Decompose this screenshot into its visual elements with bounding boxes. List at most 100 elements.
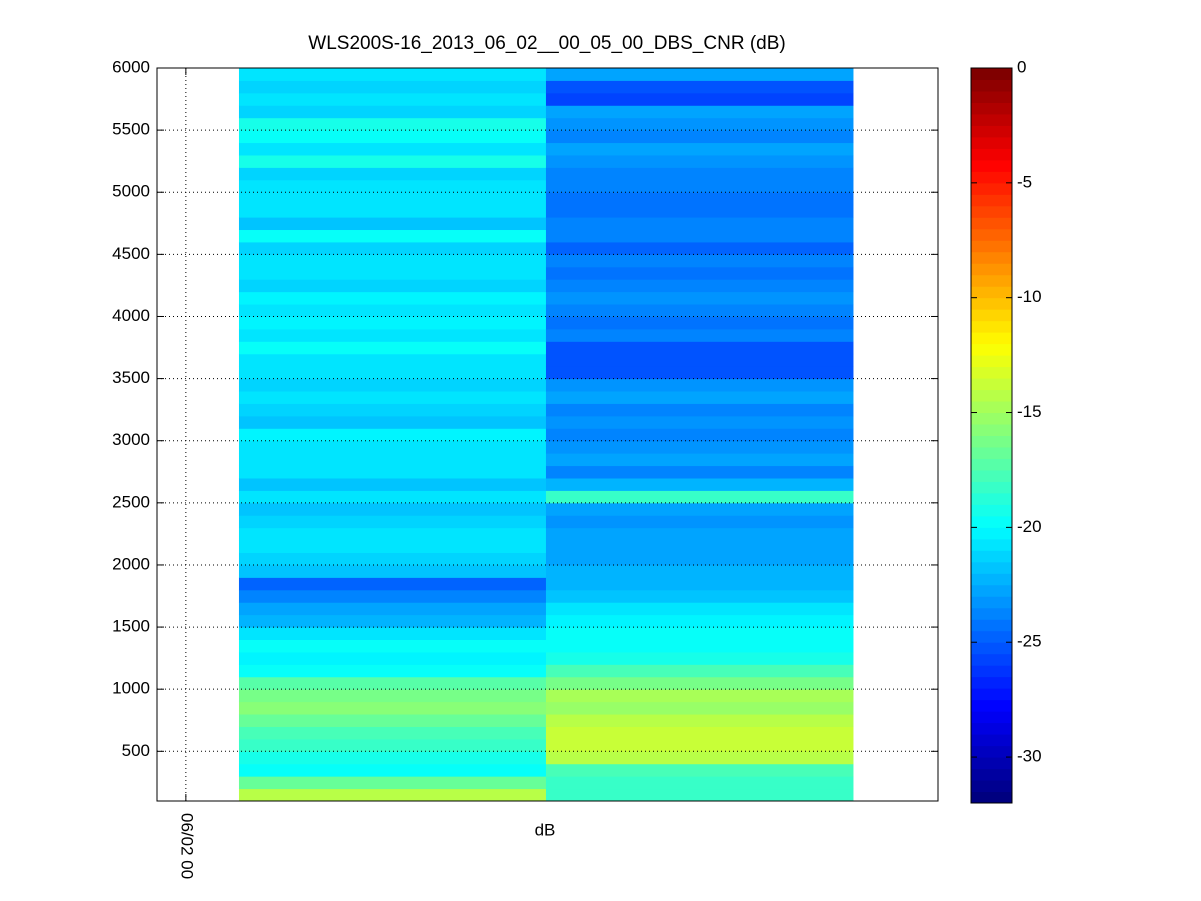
chart-title: WLS200S-16_2013_06_02__00_05_00_DBS_CNR … [308, 33, 785, 54]
heat-cell [545, 341, 854, 355]
colorbar-swatch [971, 619, 1012, 632]
x-axis-label: dB [535, 820, 556, 839]
heat-cell [545, 328, 854, 342]
y-tick-label: 3500 [112, 368, 150, 387]
y-tick-label: 4000 [112, 306, 150, 325]
heat-cell [545, 515, 854, 529]
heat-cell [545, 639, 854, 653]
heat-cell [238, 279, 547, 293]
heat-cell [545, 316, 854, 330]
colorbar-swatch [971, 125, 1012, 138]
heat-cell [545, 589, 854, 603]
colorbar-swatch [971, 469, 1012, 482]
heat-cell [545, 776, 854, 790]
colorbar-swatch [971, 263, 1012, 276]
colorbar-swatch [971, 228, 1012, 241]
colorbar-swatch [971, 401, 1012, 414]
heat-cell [545, 564, 854, 578]
y-tick-label: 3000 [112, 430, 150, 449]
colorbar-swatch [971, 699, 1012, 712]
heat-cell [238, 80, 547, 94]
colorbar-swatch [971, 561, 1012, 574]
y-tick-label: 5000 [112, 182, 150, 201]
heat-cell [238, 217, 547, 231]
heat-cell [238, 490, 547, 504]
heat-cell [238, 527, 547, 541]
colorbar-swatch [971, 332, 1012, 345]
heat-cell [238, 676, 547, 690]
heat-cell [545, 80, 854, 94]
colorbar-swatch [971, 458, 1012, 471]
heat-cell [238, 726, 547, 740]
colorbar-swatch [971, 136, 1012, 149]
heat-cell [238, 68, 547, 81]
heat-cell [238, 391, 547, 404]
colorbar-swatch [971, 607, 1012, 620]
heat-cell [238, 788, 547, 802]
heat-cell [545, 291, 854, 305]
heat-cell [545, 117, 854, 131]
heat-cell [238, 192, 547, 206]
colorbar-swatch [971, 378, 1012, 391]
heat-cell [238, 751, 547, 765]
heat-cell [545, 204, 854, 218]
heat-cell [238, 229, 547, 243]
plot-frame [156, 67, 939, 802]
heat-cell [238, 477, 547, 491]
heat-cell [238, 266, 547, 280]
heat-cell [545, 279, 854, 293]
heat-cell [545, 552, 854, 566]
heat-cell [545, 751, 854, 765]
colorbar-swatch [971, 573, 1012, 586]
colorbar-swatch [971, 251, 1012, 264]
colorbar-swatch [971, 274, 1012, 287]
colorbar-swatch [971, 446, 1012, 459]
colorbar-swatch [971, 642, 1012, 655]
heat-cell [545, 266, 854, 280]
heat-cell [545, 714, 854, 727]
heat-cell [238, 179, 547, 193]
y-tick-label: 4500 [112, 244, 150, 263]
heat-cell [545, 689, 854, 703]
heat-cell [238, 366, 547, 380]
heat-cell [238, 353, 547, 367]
heat-cell [238, 328, 547, 342]
colorbar-swatch [971, 205, 1012, 218]
colorbar-swatch [971, 102, 1012, 115]
y-tick-label: 1500 [112, 617, 150, 636]
colorbar-swatch [971, 780, 1012, 793]
heat-cell [238, 117, 547, 131]
colorbar-swatch [971, 217, 1012, 230]
heat-cell [545, 403, 854, 417]
heat-cell [545, 154, 854, 168]
heat-cell [238, 701, 547, 715]
heat-cell [545, 738, 854, 752]
colorbar-swatch [971, 435, 1012, 448]
heat-cell [545, 502, 854, 516]
colorbar-swatch [971, 481, 1012, 494]
colorbar-swatch [971, 550, 1012, 563]
heat-cell [545, 614, 854, 628]
heat-cell [238, 428, 547, 442]
colorbar-swatch [971, 768, 1012, 781]
colorbar-tick-label: -5 [1017, 172, 1032, 191]
colorbar-tick-label: -20 [1017, 517, 1042, 536]
heat-cell [545, 378, 854, 392]
heat-cell [238, 714, 547, 727]
colorbar-swatch [971, 665, 1012, 678]
colorbar-swatch [971, 745, 1012, 758]
heat-cell [545, 477, 854, 491]
colorbar-swatch [971, 366, 1012, 379]
heat-cell [238, 639, 547, 653]
colorbar-swatch [971, 538, 1012, 551]
y-tick-label: 2500 [112, 492, 150, 511]
heat-cell [238, 627, 547, 640]
heat-cell [545, 391, 854, 404]
y-tick-label: 1000 [112, 679, 150, 698]
heat-cell [545, 179, 854, 193]
heat-cell [238, 142, 547, 156]
heat-cell [545, 105, 854, 119]
heat-cell [545, 217, 854, 231]
